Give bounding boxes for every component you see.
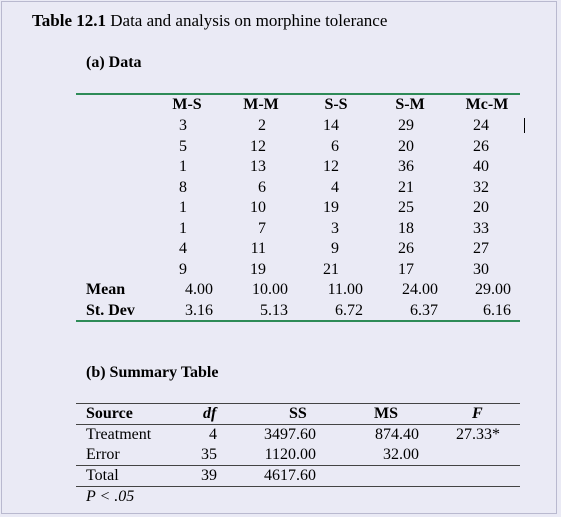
data-cell: 25 (398, 199, 414, 216)
text-cursor (524, 118, 525, 133)
data-cell: 12 (323, 158, 339, 175)
data-cell: 1 (179, 219, 187, 237)
row-label: Mean (86, 281, 126, 298)
data-cell: 20 (398, 137, 414, 155)
data-cell: 19 (323, 199, 339, 216)
data-cell: 11 (250, 240, 266, 257)
data-cell: 21 (398, 178, 414, 196)
column-header: Mc-M (465, 96, 509, 113)
data-cell: 5 (179, 137, 187, 155)
data-cell: 17 (398, 260, 414, 278)
anova-cell: 1120.00 (264, 446, 316, 463)
summary-stat-cell: 6.16 (483, 301, 511, 319)
data-cell: 14 (323, 117, 339, 134)
anova-cell: 27.33* (456, 426, 500, 443)
anova-cell: 3497.60 (264, 426, 316, 443)
data-cell: 6 (258, 178, 266, 196)
anova-cell: 39 (201, 467, 217, 484)
section-a-heading: (a) Data (86, 54, 142, 71)
data-cell: 8 (179, 178, 187, 196)
data-cell: 40 (473, 158, 489, 175)
summary-column-header: SS (289, 405, 307, 422)
summary-stat-cell: 29.00 (475, 281, 511, 298)
data-cell: 3 (331, 219, 339, 237)
table-title: Table 12.1 Data and analysis on morphine… (32, 11, 387, 31)
data-cell: 10 (250, 199, 266, 216)
data-cell: 20 (473, 199, 489, 216)
summary-stat-cell: 5.13 (260, 301, 288, 319)
summary-stat-cell: 6.37 (410, 301, 438, 319)
summary-total-rule (76, 465, 520, 466)
summary-stat-cell: 6.72 (335, 301, 363, 319)
summary-column-header: MS (374, 405, 398, 422)
data-cell: 7 (258, 219, 266, 237)
data-cell: 9 (331, 240, 339, 257)
summary-column-header: F (472, 405, 483, 422)
data-cell: 1 (179, 199, 187, 216)
data-cell: 1 (179, 158, 187, 175)
summary-stat-cell: 10.00 (252, 281, 288, 298)
summary-bottom-rule (76, 486, 520, 487)
significance-footnote: P < .05 (86, 488, 134, 506)
data-cell: 24 (473, 117, 489, 134)
anova-cell: 4617.60 (264, 467, 316, 484)
summary-header-rule (76, 424, 520, 425)
data-table-bottom-rule (76, 320, 520, 322)
data-cell: 12 (250, 137, 266, 155)
anova-cell: 4 (209, 426, 217, 443)
table-number: Table 12.1 (32, 11, 107, 30)
column-header: M-M (243, 96, 279, 113)
data-cell: 19 (250, 260, 266, 278)
data-cell: 36 (398, 158, 414, 175)
summary-stat-cell: 24.00 (402, 281, 438, 298)
data-cell: 9 (179, 260, 187, 278)
data-cell: 4 (331, 178, 339, 196)
source-label: Total (86, 467, 119, 484)
data-cell: 26 (398, 240, 414, 257)
anova-cell: 874.40 (375, 426, 419, 443)
data-cell: 6 (331, 137, 339, 155)
source-label: Error (86, 446, 120, 463)
data-cell: 18 (398, 219, 414, 237)
anova-cell: 32.00 (383, 446, 419, 463)
data-cell: 2 (258, 117, 266, 134)
summary-stat-cell: 4.00 (185, 281, 213, 298)
column-header: S-S (324, 96, 348, 113)
summary-stat-cell: 11.00 (327, 281, 363, 298)
data-cell: 32 (473, 178, 489, 196)
section-b-heading: (b) Summary Table (86, 364, 219, 381)
column-header: M-S (172, 96, 202, 113)
row-label: St. Dev (86, 301, 135, 319)
data-cell: 27 (473, 240, 489, 257)
table-caption: Data and analysis on morphine tolerance (110, 11, 388, 30)
data-cell: 3 (179, 117, 187, 134)
data-cell: 26 (473, 137, 489, 155)
anova-cell: 35 (201, 446, 217, 463)
data-cell: 30 (473, 260, 489, 278)
summary-column-header: Source (86, 405, 133, 422)
summary-column-header: df (203, 405, 217, 422)
summary-top-rule (76, 403, 520, 404)
data-cell: 21 (323, 260, 339, 278)
data-cell: 13 (250, 158, 266, 175)
data-cell: 4 (179, 240, 187, 257)
column-header: S-M (395, 96, 425, 113)
data-table-top-rule (76, 93, 520, 95)
data-cell: 33 (473, 219, 489, 237)
footnote-text: P < .05 (86, 488, 135, 505)
summary-stat-cell: 3.16 (185, 301, 213, 319)
source-label: Treatment (86, 426, 152, 443)
data-cell: 29 (398, 117, 414, 134)
